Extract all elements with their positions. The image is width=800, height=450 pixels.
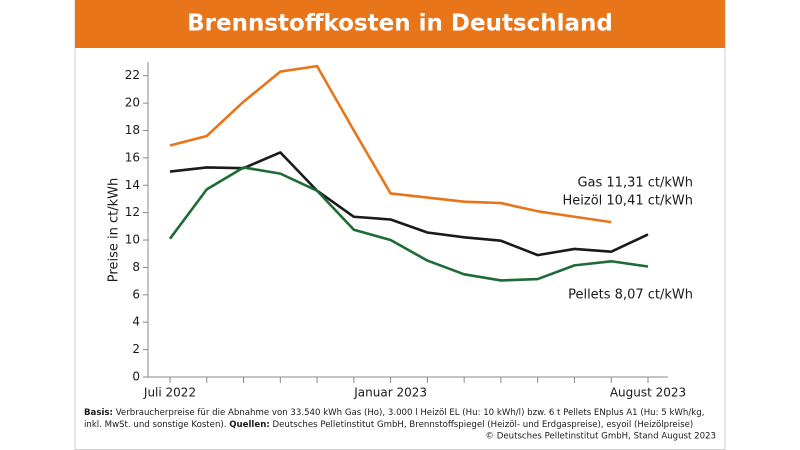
footnote-label: Basis: (84, 408, 113, 418)
x-tick-label: Januar 2023 (353, 386, 427, 400)
y-tick-label: 20 (125, 96, 140, 110)
footnote-label: Quellen: (229, 420, 270, 430)
y-tick-label: 16 (125, 150, 140, 164)
chart-frame (74, 0, 726, 450)
y-tick-label: 6 (132, 287, 140, 301)
annotation: Heizöl 10,41 ct/kWh (562, 194, 693, 209)
footnote-text: Deutsches Pelletinstitut GmbH, Brennstof… (273, 420, 694, 430)
annotation: Pellets 8,07 ct/kWh (568, 288, 693, 303)
copyright: © Deutsches Pelletinstitut GmbH, Stand A… (485, 432, 716, 442)
footnote-text: inkl. MwSt. und sonstige Kosten). (84, 420, 227, 430)
annotation: Gas 11,31 ct/kWh (577, 176, 693, 191)
x-tick-label: Juli 2022 (143, 386, 196, 400)
y-tick-label: 8 (132, 260, 140, 274)
y-tick-label: 14 (125, 178, 140, 192)
y-tick-label: 12 (125, 205, 140, 219)
series-line (169, 151, 649, 257)
y-tick-label: 0 (132, 370, 140, 384)
x-tick-label: August 2023 (610, 386, 686, 400)
y-tick-label: 22 (125, 68, 140, 82)
footnote-text: Verbraucherpreise für die Abnahme von 33… (116, 408, 705, 418)
y-tick-label: 2 (132, 342, 140, 356)
chart-title: Brennstoffkosten in Deutschland (187, 11, 613, 37)
y-tick-label: 4 (132, 315, 140, 329)
y-tick-label: 10 (125, 233, 140, 247)
footnote-line: Basis: Verbraucherpreise für die Abnahme… (84, 408, 704, 418)
series-line (169, 64, 612, 224)
title-bar (75, 0, 725, 48)
footnote-line: inkl. MwSt. und sonstige Kosten). Quelle… (84, 420, 693, 430)
series-line (168, 166, 649, 282)
y-axis-label: Preise in ct/kWh (107, 178, 122, 282)
y-tick-label: 18 (125, 123, 140, 137)
